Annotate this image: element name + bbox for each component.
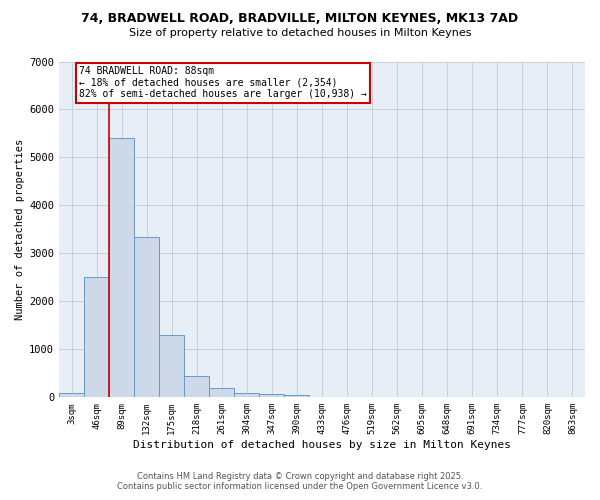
Text: 74, BRADWELL ROAD, BRADVILLE, MILTON KEYNES, MK13 7AD: 74, BRADWELL ROAD, BRADVILLE, MILTON KEY…	[82, 12, 518, 26]
Y-axis label: Number of detached properties: Number of detached properties	[15, 139, 25, 320]
Bar	[134, 236, 159, 398]
X-axis label: Distribution of detached houses by size in Milton Keynes: Distribution of detached houses by size …	[133, 440, 511, 450]
Bar	[184, 376, 209, 398]
Bar	[59, 392, 84, 398]
Bar	[209, 388, 235, 398]
Text: Contains HM Land Registry data © Crown copyright and database right 2025.
Contai: Contains HM Land Registry data © Crown c…	[118, 472, 482, 491]
Bar	[84, 278, 109, 398]
Bar	[109, 138, 134, 398]
Text: Size of property relative to detached houses in Milton Keynes: Size of property relative to detached ho…	[129, 28, 471, 38]
Bar	[159, 335, 184, 398]
Bar	[235, 392, 259, 398]
Text: 74 BRADWELL ROAD: 88sqm
← 18% of detached houses are smaller (2,354)
82% of semi: 74 BRADWELL ROAD: 88sqm ← 18% of detache…	[79, 66, 367, 100]
Bar	[259, 394, 284, 398]
Bar	[284, 395, 310, 398]
